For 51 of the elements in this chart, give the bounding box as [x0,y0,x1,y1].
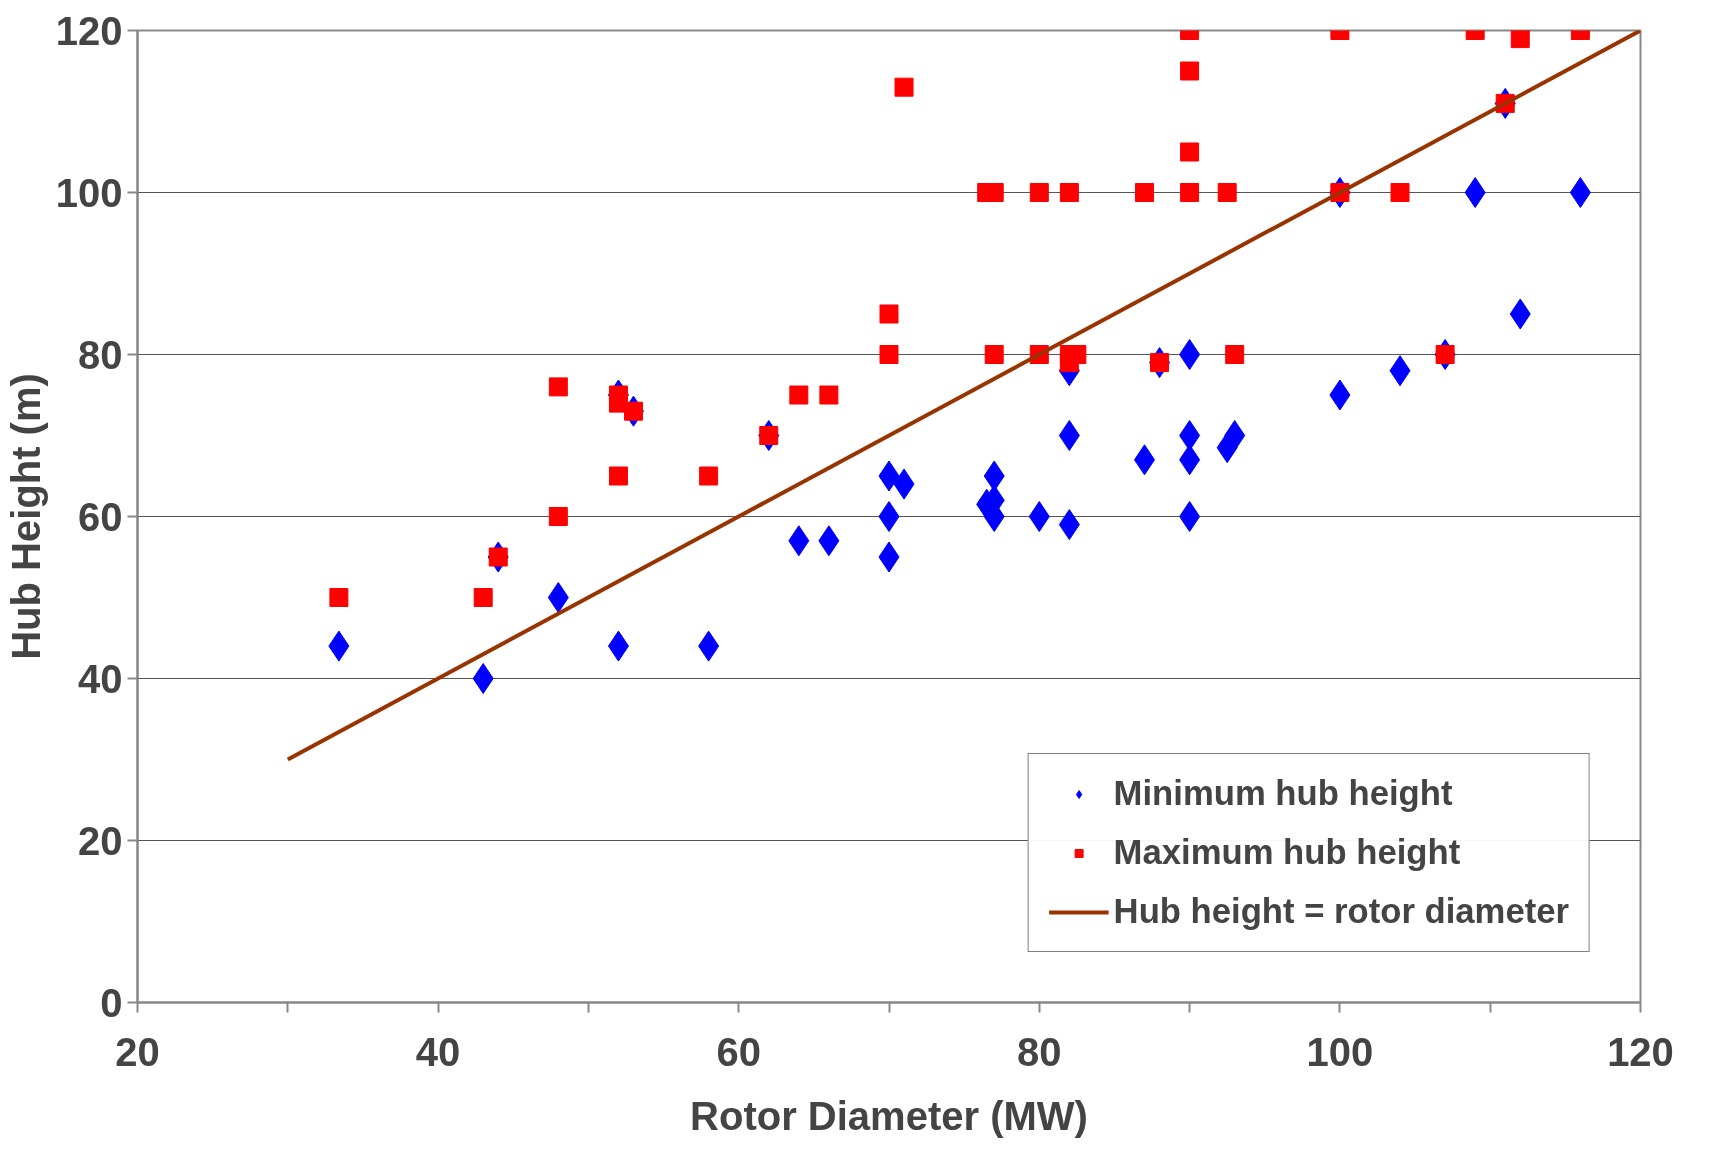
point [1569,177,1591,208]
point [1135,183,1155,202]
point [1510,30,1530,49]
point [894,77,914,97]
y-tick-label: 20 [78,818,123,863]
point [699,466,719,486]
y-axis-title: Hub Height (m) [3,373,48,660]
point [1180,142,1200,162]
point [878,501,900,532]
point [1217,183,1237,202]
point [879,304,899,324]
point [329,588,349,607]
y-tick-label: 0 [100,980,123,1025]
point [608,393,628,413]
point [984,345,1004,364]
point [1180,183,1200,202]
y-tick-label: 120 [55,8,123,53]
point [548,507,568,526]
x-tick-label: 40 [415,1029,461,1074]
y-tick-label: 80 [78,332,123,377]
point [472,663,494,694]
x-tick-label: 100 [1306,1029,1374,1074]
legend-label: Hub height = rotor diameter [1113,892,1569,931]
point [1029,183,1049,202]
point [1059,183,1079,202]
legend-label: Maximum hub height [1113,833,1461,872]
point [547,582,569,613]
point [1224,420,1246,451]
y-tick-label: 40 [78,656,123,701]
x-axis-title: Rotor Diameter (MW) [690,1093,1088,1138]
point [608,466,628,486]
point [1028,501,1050,532]
x-tick-label: 60 [716,1029,761,1074]
point [1179,339,1201,370]
point [473,588,493,607]
point [819,385,839,405]
point [548,377,568,397]
point [1058,420,1080,451]
point [1390,183,1410,202]
point [879,345,899,364]
point [1464,177,1486,208]
x-tick-label: 80 [1017,1029,1062,1074]
point [789,385,809,405]
y-tick-label: 60 [78,494,123,539]
point [1179,501,1201,532]
legend-label: Minimum hub height [1113,774,1453,813]
x-tick-label: 20 [115,1029,160,1074]
y-tick-label: 100 [55,170,123,215]
x-tick-label: 120 [1607,1029,1674,1074]
point [1180,61,1200,81]
point [1225,345,1245,364]
